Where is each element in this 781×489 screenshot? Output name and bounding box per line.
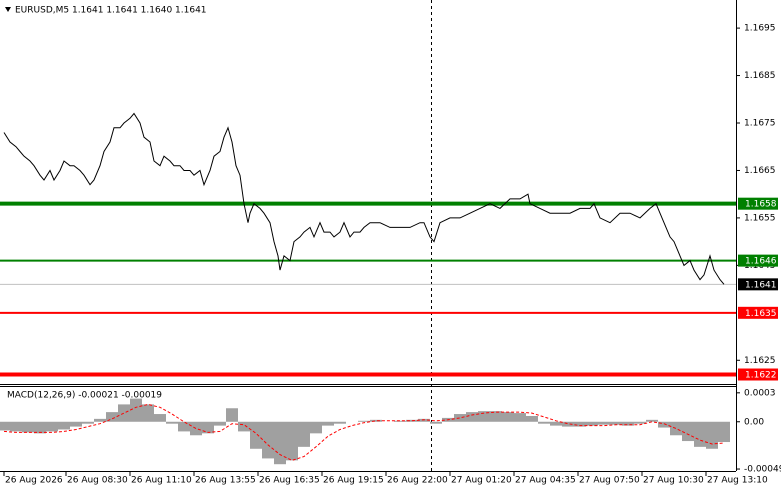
price-line — [3, 112, 725, 285]
histogram-bar — [370, 419, 382, 422]
y-tick-label: 1.1685 — [744, 71, 776, 81]
histogram-bar — [94, 418, 106, 422]
histogram-bar — [190, 421, 202, 436]
histogram-bar — [82, 421, 94, 424]
x-tick-label: 26 Aug 19:15 — [323, 476, 384, 486]
histogram-bar — [670, 421, 682, 436]
histogram-bar — [718, 421, 730, 443]
histogram-bar — [598, 421, 610, 425]
histogram-bar — [238, 421, 250, 432]
x-tick-label: 27 Aug 01:20 — [451, 476, 512, 486]
histogram-bar — [454, 414, 466, 422]
histogram-bar — [34, 421, 46, 434]
y-tick-label: 1.1665 — [744, 166, 776, 176]
histogram-bar — [562, 421, 574, 427]
x-tick-label: 26 Aug 22:00 — [387, 476, 448, 486]
level-label-box — [738, 197, 778, 210]
level-label-box — [738, 368, 778, 381]
histogram-bar — [514, 413, 526, 422]
histogram-bar — [694, 421, 706, 447]
x-tick-label: 26 Aug 11:10 — [131, 476, 192, 486]
y-tick-label: 0.0003 — [744, 388, 776, 398]
histogram-bar — [58, 421, 70, 430]
histogram-bar — [466, 412, 478, 422]
histogram-bar — [502, 412, 514, 422]
histogram-bar — [118, 404, 130, 422]
x-tick-label: 26 Aug 16:35 — [259, 476, 320, 486]
histogram-bar — [106, 412, 118, 422]
histogram-bar — [178, 421, 190, 432]
histogram-bar — [214, 421, 226, 426]
indicator-title: MACD(12,26,9) -0.00021 -0.00019 — [7, 391, 162, 401]
level-label: 1.1641 — [745, 280, 777, 290]
level-label: 1.1658 — [745, 200, 777, 210]
histogram-bar — [142, 404, 154, 422]
histogram-bar — [286, 421, 298, 461]
histogram-bar — [538, 421, 550, 424]
histogram-bar — [478, 411, 490, 422]
y-tick-label: 1.1675 — [744, 119, 776, 129]
x-tick-label: 27 Aug 07:50 — [579, 476, 640, 486]
histogram-bar — [250, 421, 262, 449]
histogram-bar — [658, 421, 670, 428]
histogram-bar — [430, 421, 442, 424]
signal-line — [3, 403, 725, 461]
histogram-bar — [70, 421, 82, 427]
histogram-bar — [490, 411, 502, 422]
histogram-bar — [394, 420, 406, 422]
x-tick-label: 26 Aug 2026 — [5, 476, 63, 486]
x-tick-label: 27 Aug 04:35 — [515, 476, 576, 486]
level-label: 1.1635 — [745, 309, 777, 319]
x-tick-label: 27 Aug 13:10 — [707, 476, 768, 486]
level-label: 1.1646 — [745, 257, 777, 267]
histogram-bar — [610, 421, 622, 425]
histogram-bar — [418, 418, 430, 422]
x-tick-label: 27 Aug 10:30 — [643, 476, 704, 486]
y-tick-label: 1.1625 — [744, 356, 776, 366]
histogram-bar — [646, 419, 658, 422]
histogram-bar — [310, 421, 322, 434]
y-tick-label: 1.1655 — [744, 213, 776, 223]
chart-title: EURUSD,M5 1.1641 1.1641 1.1640 1.1641 — [15, 6, 207, 16]
histogram-bar — [46, 421, 58, 432]
histogram-bar — [322, 421, 334, 426]
histogram-bar — [154, 414, 166, 422]
histogram-bar — [574, 421, 586, 427]
x-tick-label: 26 Aug 08:30 — [67, 476, 128, 486]
histogram-bar — [10, 421, 22, 432]
histogram-bar — [0, 421, 11, 431]
menu-icon — [5, 7, 11, 12]
histogram-bar — [586, 421, 598, 426]
histogram-bar — [130, 398, 142, 422]
y-tick-label: 1.1695 — [744, 24, 776, 34]
histogram-bar — [622, 421, 634, 426]
histogram-bar — [22, 421, 34, 433]
histogram-bar — [682, 421, 694, 442]
histogram-bar — [202, 421, 214, 434]
histogram-bar — [334, 421, 346, 424]
histogram-bar — [226, 408, 238, 422]
level-label-box — [738, 278, 778, 291]
histogram-bar — [634, 421, 646, 424]
level-label-box — [738, 254, 778, 267]
histogram-bar — [166, 421, 178, 424]
x-tick-label: 26 Aug 13:55 — [195, 476, 256, 486]
y-tick-label: 0.00 — [744, 417, 764, 427]
level-label-box — [738, 306, 778, 319]
histogram-bar — [358, 420, 370, 422]
histogram-bar — [298, 421, 310, 447]
y-tick-label: -0.00049 — [744, 465, 781, 475]
histogram-bar — [262, 421, 274, 459]
histogram-bar — [706, 421, 718, 449]
histogram-bar — [550, 421, 562, 426]
histogram-bar — [274, 421, 286, 465]
level-label: 1.1622 — [745, 371, 777, 381]
histogram-bar — [526, 415, 538, 422]
